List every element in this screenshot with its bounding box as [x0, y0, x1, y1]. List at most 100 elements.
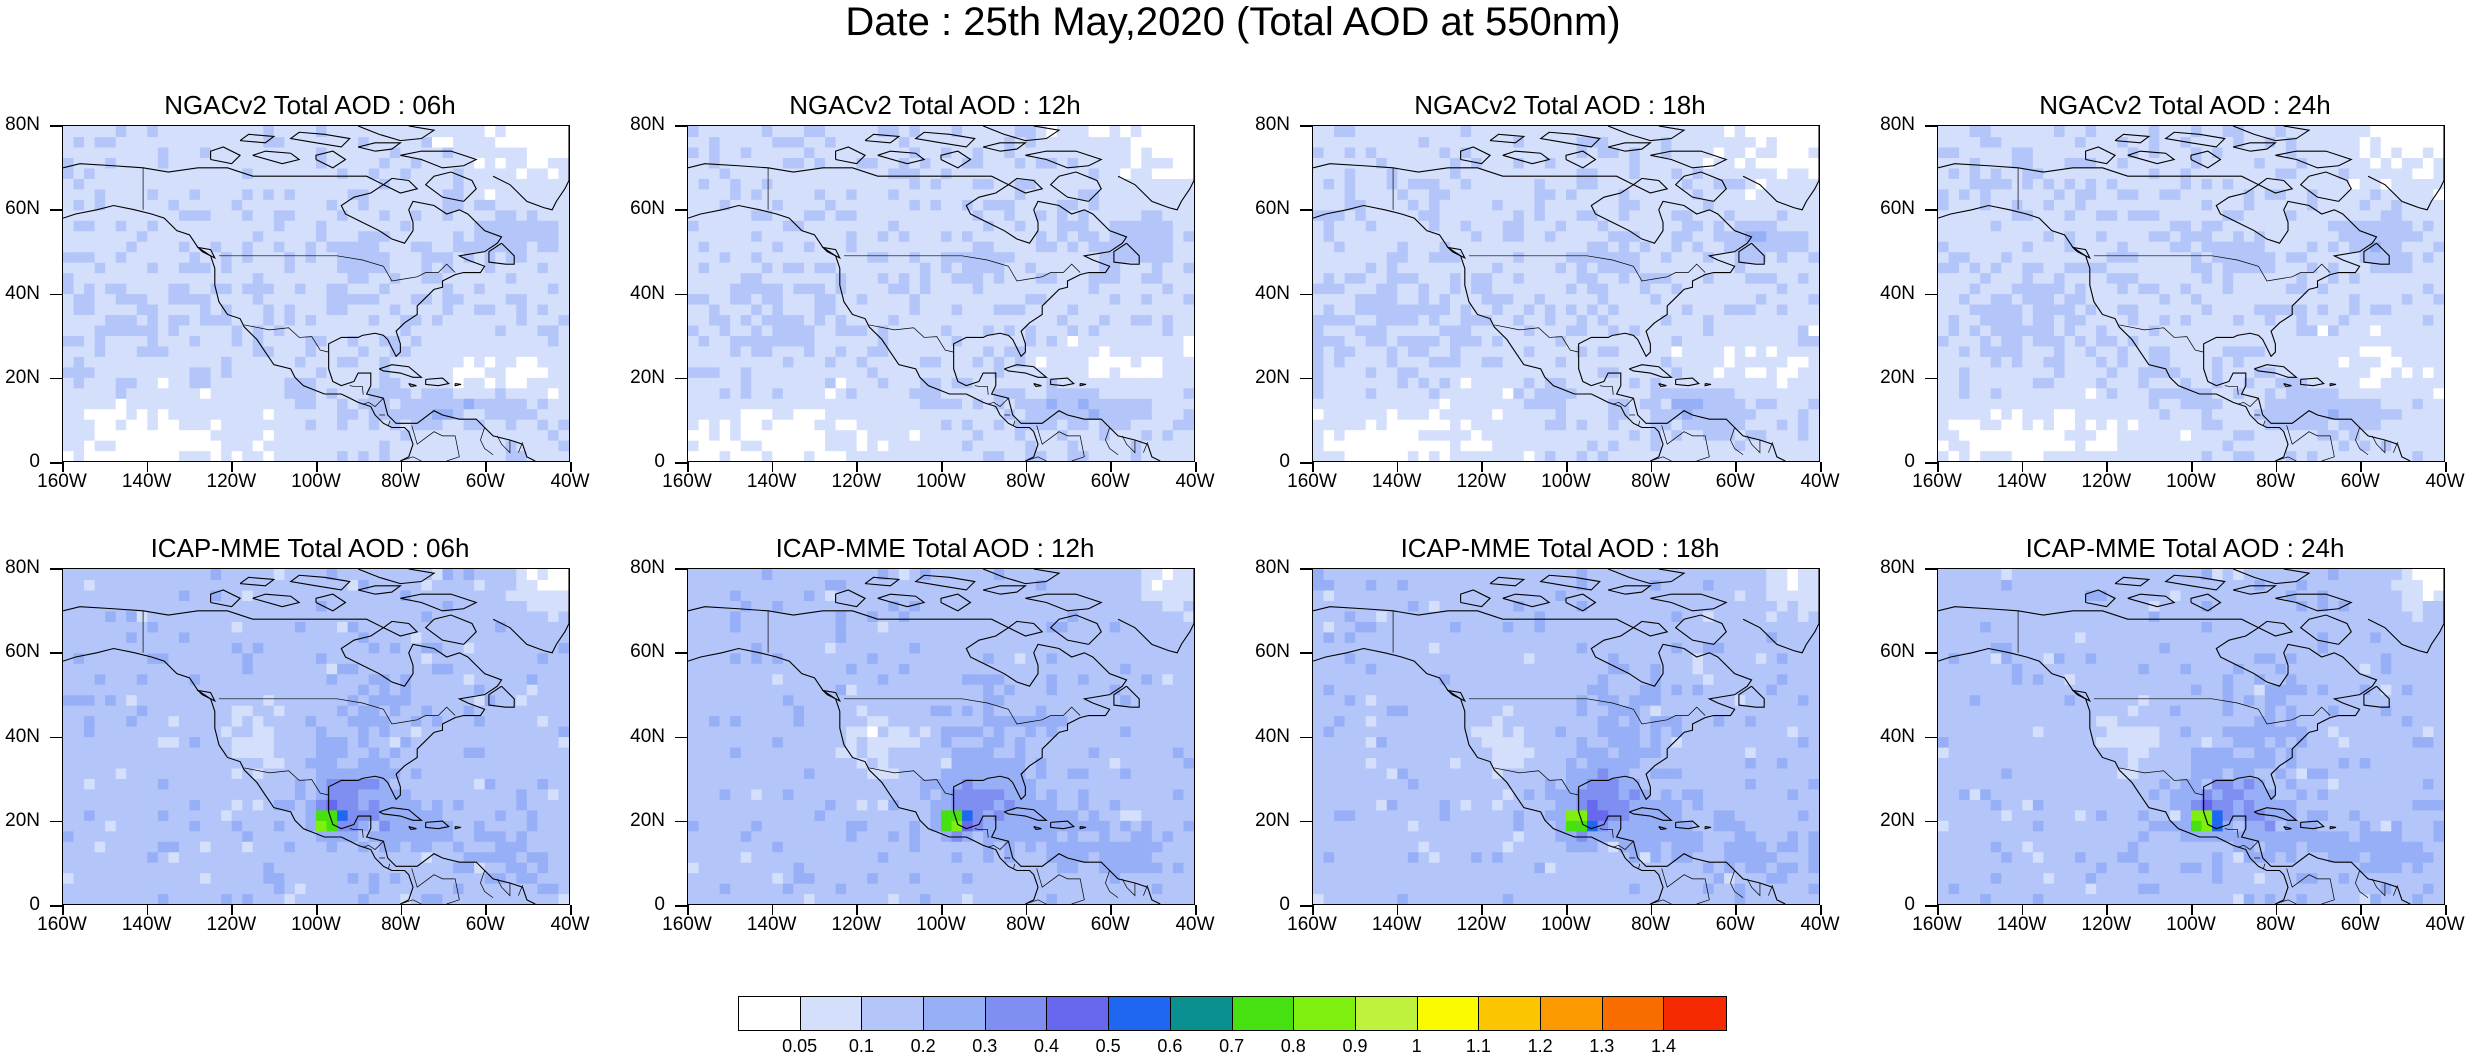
coastline: [2283, 826, 2292, 831]
coastline: [2085, 589, 2117, 608]
map-panel: ICAP-MME Total AOD : 24h 0 20N 40N 60N 80N 160…: [1875, 533, 2466, 988]
lon-tick-mark: [1025, 462, 1028, 472]
country-border: [2263, 420, 2266, 426]
lat-tick-label: 0: [654, 894, 665, 915]
lon-tick-mark: [2191, 905, 2193, 915]
lat-tick-label: 60N: [630, 198, 665, 220]
country-border: [496, 878, 511, 897]
coastline: [289, 131, 351, 148]
aod-map: [687, 568, 1195, 905]
country-border: [1143, 884, 1148, 896]
coastline: [358, 142, 403, 152]
lon-tick-label: 120W: [1456, 914, 1507, 935]
lon-tick-mark: [1650, 905, 1653, 915]
country-border: [518, 884, 523, 896]
coastline: [940, 593, 972, 612]
lon-tick-mark: [687, 462, 689, 472]
lon-tick-label: 100W: [916, 914, 966, 935]
coastline: [1025, 593, 1103, 612]
coastline: [63, 606, 503, 801]
lat-tick-label: 80N: [5, 114, 40, 135]
coastline: [492, 126, 569, 211]
coastline: [2275, 150, 2353, 169]
coastline: [1539, 131, 1601, 148]
coastline: [2232, 569, 2311, 585]
lon-tick-label: 140W: [746, 914, 797, 935]
colorbar-swatch: [800, 997, 863, 1030]
coastline: [379, 364, 423, 378]
coastline: [2275, 593, 2353, 612]
lon-tick-mark: [2106, 462, 2108, 472]
coastline: [424, 614, 477, 645]
coastline: [383, 177, 419, 194]
coastline: [864, 576, 901, 587]
lon-tick-label: 40W: [2425, 914, 2465, 935]
lon-tick-mark: [2275, 462, 2278, 472]
coastline: [2299, 171, 2352, 202]
coastline: [2254, 364, 2298, 378]
lat-tick-label: 20N: [1255, 809, 1290, 831]
coastline: [1489, 133, 1526, 144]
country-border: [1105, 870, 1119, 899]
country-border: [1599, 385, 1614, 395]
country-border: [2119, 324, 2204, 353]
lat-tick-mark: [1925, 293, 1937, 295]
coastline: [239, 576, 276, 587]
panel-title: ICAP-MME Total AOD : 06h: [150, 533, 470, 563]
lat-tick-label: 20N: [630, 809, 665, 831]
country-border: [2286, 868, 2335, 904]
coastline: [1079, 383, 1087, 387]
lon-tick-mark: [1937, 462, 1939, 472]
coastline: [492, 569, 569, 654]
lat-tick-label: 20N: [5, 366, 40, 388]
colorbar: [738, 996, 1727, 1031]
lat-tick-label: 40N: [630, 725, 665, 747]
coastline: [1938, 204, 2289, 461]
country-border: [1036, 868, 1085, 904]
coastline: [1004, 807, 1048, 821]
coastline: [454, 826, 462, 830]
coastline: [982, 569, 1061, 585]
colorbar-label: 0.9: [1342, 1036, 1368, 1056]
coastline: [252, 150, 301, 165]
coastline: [2190, 150, 2222, 169]
coastline: [914, 574, 976, 591]
lon-tick-mark: [1735, 462, 1737, 472]
coastline: [2127, 593, 2176, 608]
coastline: [63, 204, 414, 461]
lat-tick-mark: [1300, 125, 1312, 127]
lat-tick-mark: [50, 736, 62, 738]
lat-tick-label: 0: [1279, 451, 1290, 472]
lon-tick-label: 60W: [2340, 914, 2380, 935]
coastline: [2071, 689, 2092, 703]
coastline: [1742, 126, 1819, 211]
coastline: [1608, 142, 1653, 152]
country-border: [1025, 456, 1047, 461]
country-border: [1612, 397, 1634, 407]
lon-tick-mark: [1566, 462, 1568, 472]
colorbar-swatch: [1232, 997, 1295, 1030]
lat-tick-mark: [675, 125, 687, 127]
country-border: [2371, 878, 2386, 897]
coastline: [2164, 574, 2226, 591]
coastline: [239, 133, 276, 144]
coastline: [408, 383, 417, 388]
country-border: [843, 255, 1081, 282]
coastline: [196, 246, 217, 260]
aod-field: [688, 569, 1194, 904]
coastline: [2203, 795, 2411, 904]
coastline: [400, 150, 478, 169]
coastline: [2367, 126, 2444, 211]
country-border: [2093, 255, 2331, 282]
coastline: [289, 574, 351, 591]
country-border: [1013, 420, 1016, 426]
lon-tick-mark: [146, 462, 149, 472]
lon-tick-label: 140W: [121, 471, 172, 492]
coastline: [1025, 150, 1103, 169]
country-border: [218, 255, 456, 282]
country-border: [2119, 767, 2204, 796]
lon-tick-label: 80W: [381, 471, 421, 492]
aod-field: [1313, 569, 1819, 904]
coastline: [1079, 826, 1087, 830]
lon-tick-mark: [2445, 462, 2447, 472]
